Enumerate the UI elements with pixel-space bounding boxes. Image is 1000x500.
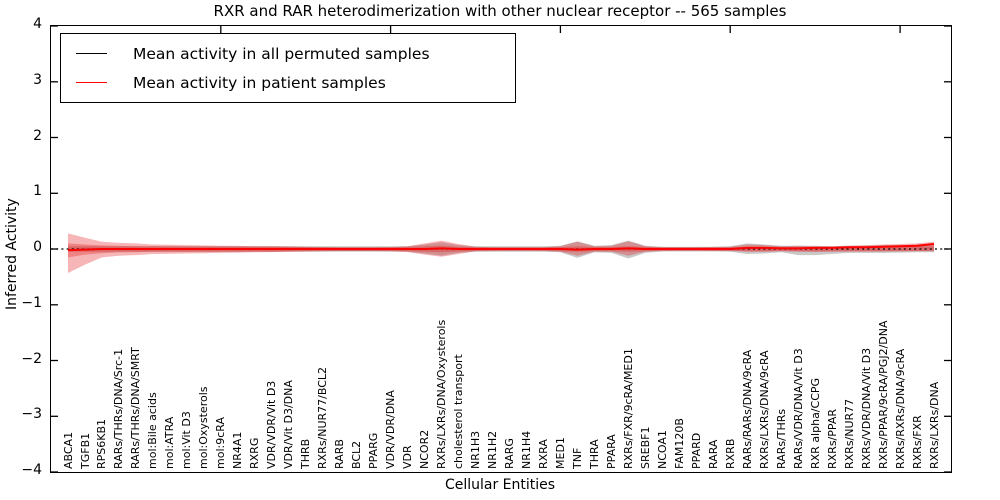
band-patient-std-band-inner	[68, 243, 934, 258]
y-tick-label: 2	[33, 127, 42, 144]
legend-row: Mean activity in patient samples	[67, 68, 507, 97]
y-tick-label: −2	[21, 350, 42, 367]
legend: Mean activity in all permuted samples Mea…	[60, 33, 516, 103]
legend-row: Mean activity in all permuted samples	[67, 39, 507, 68]
y-tick-label: −3	[21, 406, 42, 423]
y-tick-label: −1	[21, 294, 42, 311]
legend-label: Mean activity in all permuted samples	[133, 44, 430, 63]
patient-mean-line	[67, 243, 935, 252]
y-tick-label: 1	[33, 183, 42, 200]
y-tick-labels: 4 3 2 1 0 −1 −2 −3 −4	[0, 0, 46, 500]
y-tick-label: 4	[33, 16, 42, 32]
y-tick-label: −4	[21, 462, 42, 478]
y-axis-label: Inferred Activity	[4, 198, 20, 310]
chart-title: RXR and RAR heterodimerization with othe…	[213, 2, 787, 20]
y-tick-label: 0	[33, 239, 42, 255]
x-axis-label: Cellular Entities	[444, 477, 556, 493]
plot-canvas	[51, 26, 951, 472]
legend-line-sample	[76, 53, 107, 54]
legend-line-sample	[76, 82, 107, 83]
legend-label: Mean activity in patient samples	[133, 73, 386, 92]
y-tick-label: 3	[33, 71, 42, 88]
